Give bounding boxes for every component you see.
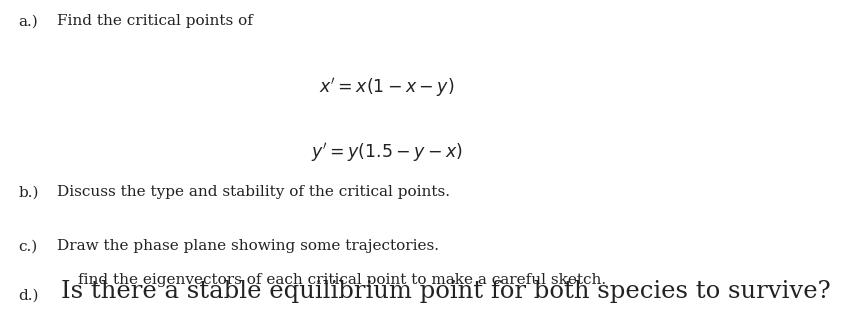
Text: $y' = y(1.5 - y - x)$: $y' = y(1.5 - y - x)$ (311, 141, 463, 164)
Text: find the eigenvectors of each critical point to make a careful sketch.: find the eigenvectors of each critical p… (78, 273, 606, 287)
Text: a.): a.) (19, 14, 38, 28)
Text: $x' = x(1 - x - y)$: $x' = x(1 - x - y)$ (320, 76, 454, 99)
Text: Draw the phase plane showing some trajectories.: Draw the phase plane showing some trajec… (57, 239, 439, 253)
Text: Is there a stable equilibrium point for both species to survive?: Is there a stable equilibrium point for … (61, 280, 831, 303)
Text: d.): d.) (19, 289, 39, 303)
Text: Discuss the type and stability of the critical points.: Discuss the type and stability of the cr… (57, 185, 450, 199)
Text: c.): c.) (19, 239, 38, 253)
Text: b.): b.) (19, 185, 39, 199)
Text: Find the critical points of: Find the critical points of (57, 14, 253, 28)
